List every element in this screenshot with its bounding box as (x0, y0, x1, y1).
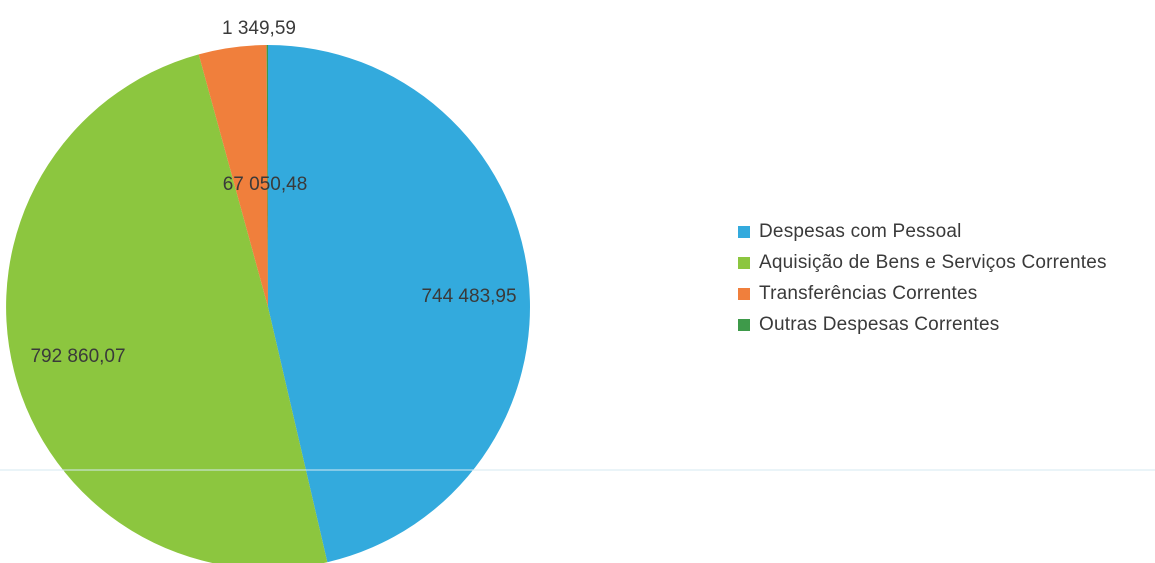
legend-swatch (738, 318, 750, 331)
pie-slice-despesas-com-pessoal (268, 45, 530, 563)
legend-label: Despesas com Pessoal (759, 220, 962, 242)
pie-slices (6, 44, 530, 563)
data-label-transferencias-correntes: 67 050,48 (223, 174, 308, 195)
legend-label: Aquisição de Bens e Serviços Correntes (759, 251, 1107, 273)
legend-item-transferencias-correntes: Transferências Correntes (738, 278, 1153, 309)
data-label-aquisicao-de-bens-e-servicos-correntes: 792 860,07 (30, 346, 125, 367)
data-label-outras-despesas-correntes: 1 349,59 (222, 18, 296, 39)
legend-item-aquisicao-bens-servicos: Aquisição de Bens e Serviços Correntes (738, 247, 1153, 278)
legend-swatch (738, 287, 750, 300)
legend-swatch (738, 225, 750, 238)
pie-slice-transferencias-correntes (198, 45, 268, 307)
legend-item-outras-despesas-correntes: Outras Despesas Correntes (738, 309, 1153, 340)
legend-swatch (738, 256, 750, 269)
data-label-despesas-com-pessoal: 744 483,95 (421, 286, 516, 307)
pie-data-labels: 744 483,95 792 860,07 67 050,48 1 349,59 (30, 18, 516, 367)
chart-legend: Despesas com Pessoal Aquisição de Bens e… (738, 216, 1153, 340)
legend-item-despesas-com-pessoal: Despesas com Pessoal (738, 216, 1153, 247)
legend-label: Outras Despesas Correntes (759, 313, 1000, 335)
legend-label: Transferências Correntes (759, 282, 978, 304)
pie-slice-aquisicao-de-bens-e-servicos-correntes (6, 54, 328, 563)
pie-slice-outras-despesas-correntes (266, 44, 268, 307)
